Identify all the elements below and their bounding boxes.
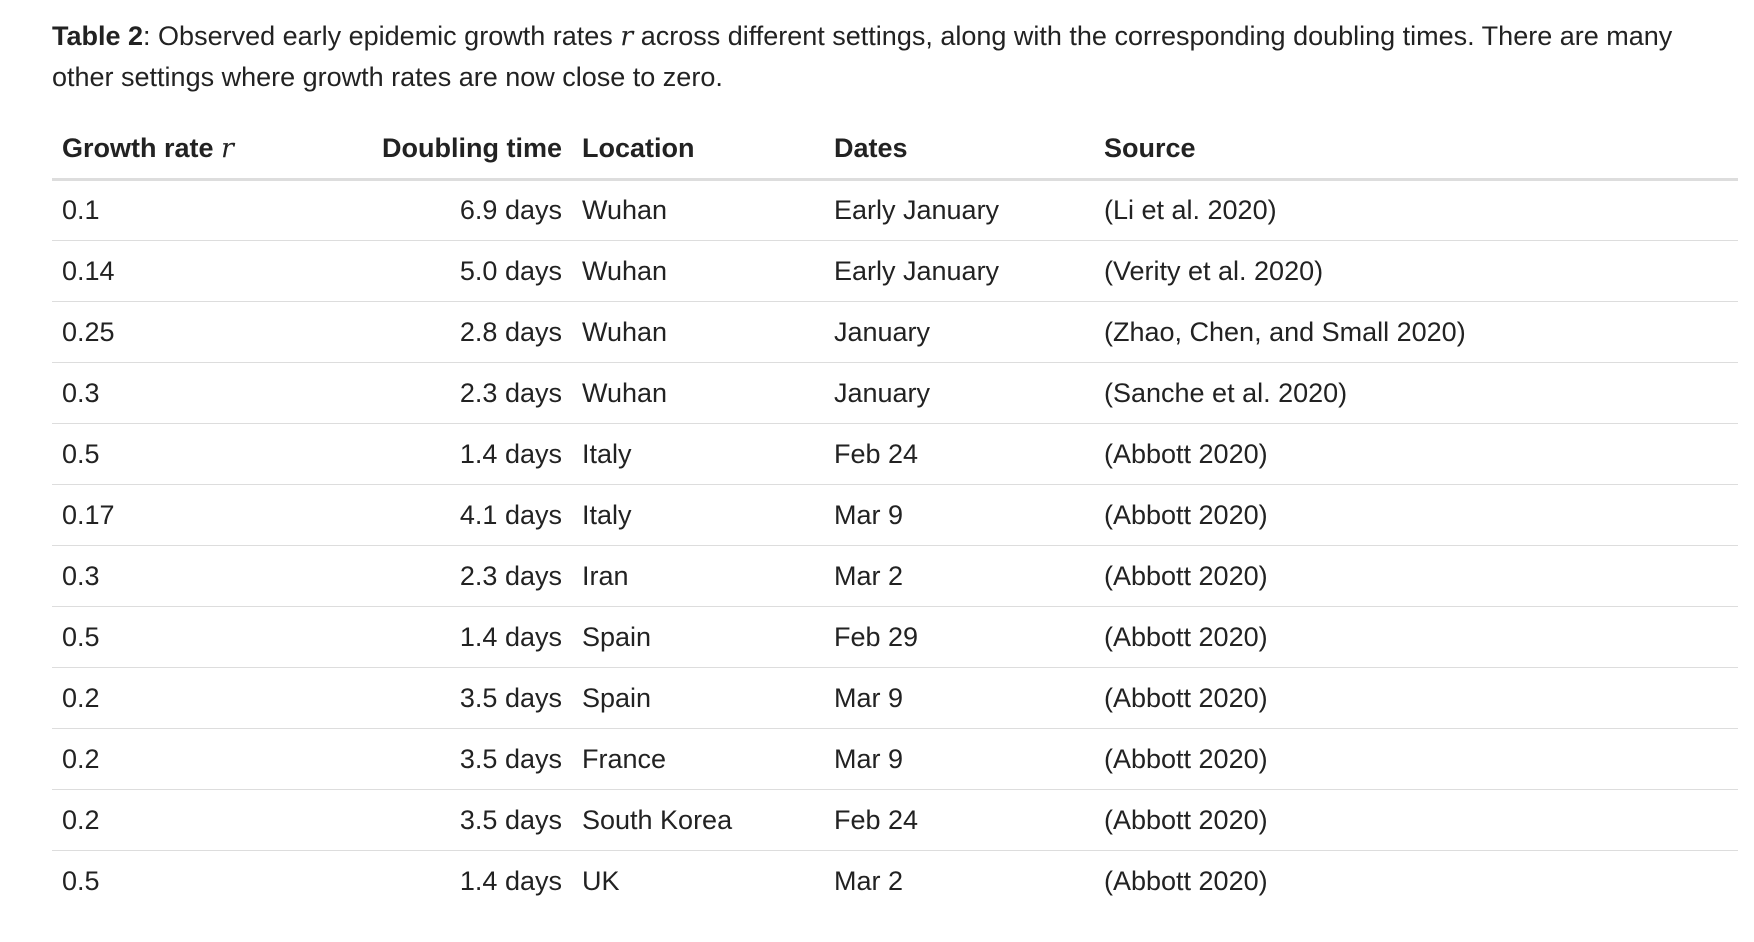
cell-location: Spain: [571, 667, 824, 729]
cell-source: (Abbott 2020): [1093, 484, 1738, 546]
cell-dates: Early January: [823, 179, 1094, 241]
cell-source: (Sanche et al. 2020): [1093, 362, 1738, 424]
cell-dates: Mar 9: [823, 484, 1094, 546]
cell-source: (Abbott 2020): [1093, 423, 1738, 485]
cell-source: (Li et al. 2020): [1093, 179, 1738, 241]
cell-doubling-time: 3.5 days: [372, 728, 572, 790]
cell-source: (Abbott 2020): [1103, 865, 1268, 896]
cell-growth-rate: 0.2: [52, 789, 372, 851]
cell-doubling-time: 6.9 days: [372, 179, 572, 241]
cell-location: Italy: [571, 484, 824, 546]
cell-source: (Abbott 2020): [1093, 606, 1738, 668]
cell-doubling-time: 3.5 days: [372, 667, 572, 729]
cell-doubling-time: 1.4 days: [459, 865, 562, 896]
header-doubling-time: Doubling time: [372, 118, 572, 181]
table-row: 0.3 2.3 days Iran Mar 2 (Abbott 2020): [52, 545, 1738, 607]
cell-dates: January: [823, 362, 1094, 424]
cell-doubling-time: 1.4 days: [372, 606, 572, 668]
cell-growth-rate: 0.25: [52, 301, 372, 363]
table-header: Growth rate r Doubling time Location Dat…: [52, 118, 1738, 181]
cell-growth-rate: 0.17: [52, 484, 372, 546]
table-caption-variable: r: [620, 21, 634, 52]
header-growth-rate-variable: r: [221, 132, 234, 164]
cell-growth-rate: 0.1: [52, 179, 372, 241]
table-row: 0.1 6.9 days Wuhan Early January (Li et al. …: [52, 179, 1738, 241]
cell-growth-rate: 0.5: [62, 865, 100, 896]
cell-location: Wuhan: [571, 240, 824, 302]
table-row: 0.17 4.1 days Italy Mar 9 (Abbott 2020): [52, 484, 1738, 546]
cell-dates: Feb 29: [823, 606, 1094, 668]
cell-location: Italy: [571, 423, 824, 485]
cell-growth-rate: 0.5: [52, 606, 372, 668]
table-caption-text-start: : Observed early epidemic growth rates: [143, 21, 621, 51]
cell-doubling-time: 4.1 days: [372, 484, 572, 546]
cell-location: UK: [581, 865, 620, 896]
table-caption: Table 2: Observed early epidemic growth …: [52, 16, 1702, 97]
cell-location: Iran: [571, 545, 824, 607]
cell-growth-rate: 0.3: [52, 362, 372, 424]
cell-dates: Feb 24: [823, 789, 1094, 851]
table-row: 0.5 1.4 days Italy Feb 24 (Abbott 2020): [52, 423, 1738, 485]
cell-doubling-time: 5.0 days: [372, 240, 572, 302]
cell-doubling-time: 2.3 days: [372, 545, 572, 607]
header-location: Location: [571, 118, 824, 181]
cell-growth-rate: 0.2: [52, 728, 372, 790]
cell-source: (Abbott 2020): [1093, 667, 1738, 729]
cell-location: Wuhan: [571, 179, 824, 241]
table-row: 0.25 2.8 days Wuhan January (Zhao, Chen, and…: [52, 301, 1738, 363]
table-row: 0.2 3.5 days South Korea Feb 24 (Abbott 2020…: [52, 789, 1738, 851]
table-row: 0.5 1.4 days Spain Feb 29 (Abbott 2020): [52, 606, 1738, 668]
table-caption-text-end: across different settings, along with th…: [52, 21, 1673, 92]
cell-location: Wuhan: [571, 301, 824, 363]
cell-dates: Feb 24: [823, 423, 1094, 485]
cell-source: (Verity et al. 2020): [1093, 240, 1738, 302]
cell-growth-rate: 0.3: [52, 545, 372, 607]
cell-location: France: [571, 728, 824, 790]
cell-doubling-time: 1.4 days: [372, 423, 572, 485]
header-growth-rate-label: Growth rate: [62, 132, 222, 163]
cell-source: (Abbott 2020): [1093, 789, 1738, 851]
cell-source: (Abbott 2020): [1093, 728, 1738, 790]
cell-dates: Mar 2: [833, 865, 904, 896]
table-row: 0.3 2.3 days Wuhan January (Sanche et al. 20…: [52, 362, 1738, 424]
table-row: 0.2 3.5 days France Mar 9 (Abbott 2020): [52, 728, 1738, 790]
cell-dates: Mar 2: [823, 545, 1094, 607]
cell-growth-rate: 0.5: [52, 423, 372, 485]
cell-doubling-time: 2.8 days: [372, 301, 572, 363]
cell-dates: Mar 9: [823, 667, 1094, 729]
cell-dates: Mar 9: [823, 728, 1094, 790]
cell-location: Spain: [571, 606, 824, 668]
cell-location: South Korea: [571, 789, 824, 851]
table-caption-label: Table 2: [52, 21, 144, 51]
cell-doubling-time: 2.3 days: [372, 362, 572, 424]
cell-growth-rate: 0.2: [52, 667, 372, 729]
table-row: 0.5 1.4 days UK Mar 2 (Abbott 2020): [52, 851, 1738, 912]
cell-source: (Zhao, Chen, and Small 2020): [1093, 301, 1738, 363]
header-dates: Dates: [823, 118, 1094, 181]
header-source: Source: [1093, 118, 1738, 181]
table-body: 0.1 6.9 days Wuhan Early January (Li et al. …: [52, 179, 1738, 912]
cell-source: (Abbott 2020): [1093, 545, 1738, 607]
growth-rate-table: Growth rate r Doubling time Location Dat…: [52, 118, 1738, 912]
table-row: 0.2 3.5 days Spain Mar 9 (Abbott 2020): [52, 667, 1738, 729]
cell-dates: January: [823, 301, 1094, 363]
cell-dates: Early January: [823, 240, 1094, 302]
header-row: Growth rate r Doubling time Location Dat…: [52, 118, 1738, 181]
cell-location: Wuhan: [571, 362, 824, 424]
header-growth-rate: Growth rate r: [52, 118, 372, 181]
table-row: 0.14 5.0 days Wuhan Early January (Verity et…: [52, 240, 1738, 302]
cell-growth-rate: 0.14: [52, 240, 372, 302]
cell-doubling-time: 3.5 days: [372, 789, 572, 851]
